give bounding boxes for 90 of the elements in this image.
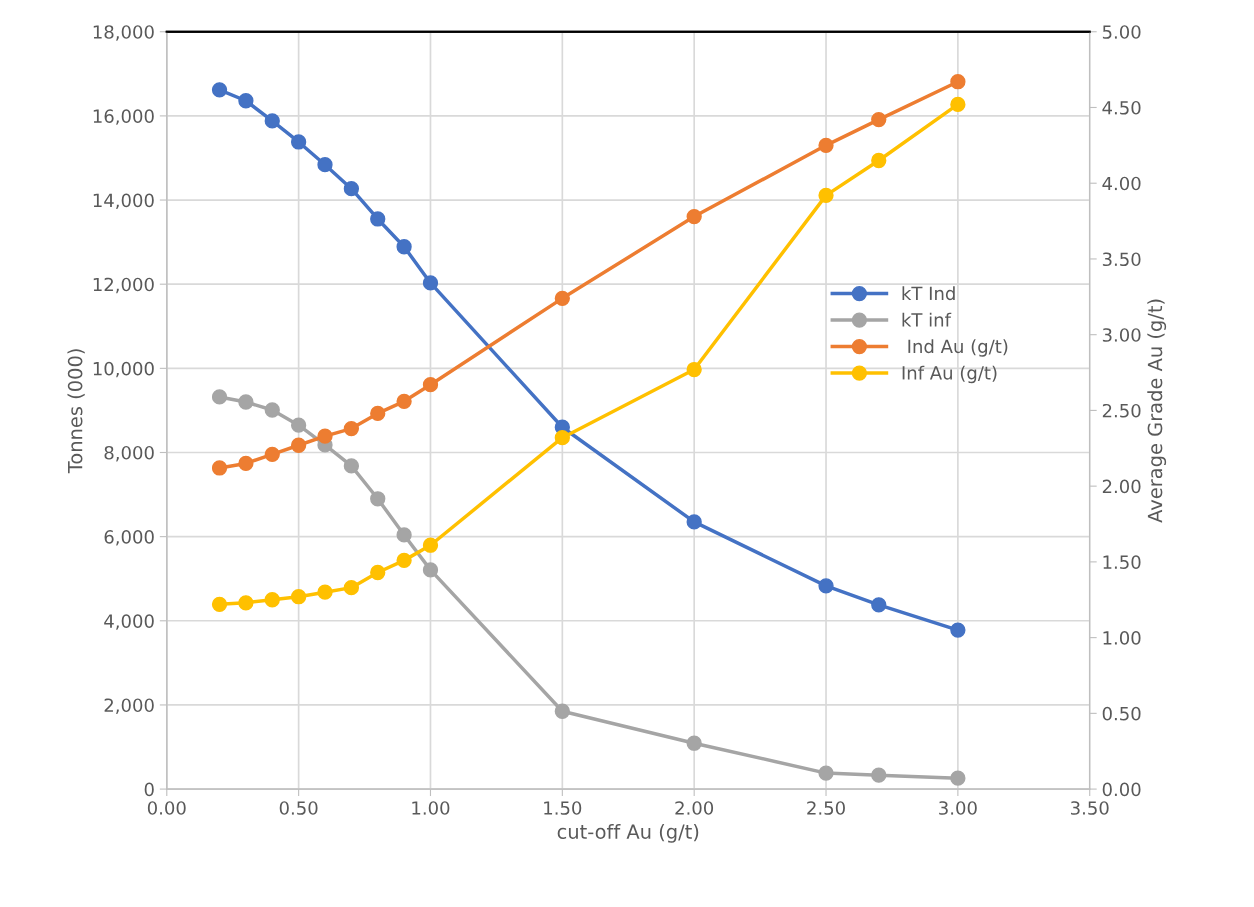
legend-label: Ind Au (g/t)	[908, 339, 1008, 357]
y2-tick-label: 4.50	[1102, 100, 1141, 115]
y2-tick-label: 2.00	[1102, 479, 1141, 494]
point	[818, 137, 834, 153]
point	[370, 211, 386, 227]
y2-tick-label: 1.00	[1103, 631, 1141, 645]
x-tick-label: 1.00	[412, 801, 450, 815]
legend-label: kT Ind	[902, 286, 955, 301]
point	[317, 157, 333, 173]
y-axis-title: Tonnes (000)	[67, 349, 85, 474]
y-tick-label: 2,000	[104, 698, 154, 714]
point	[871, 152, 887, 169]
y2-tick-label: 0.50	[1102, 706, 1141, 721]
y-tick-label: 6,000	[104, 530, 154, 546]
point	[422, 275, 439, 291]
point	[290, 589, 307, 605]
point	[211, 82, 228, 98]
y-tick-label: 4,000	[104, 614, 154, 630]
x-tick-label: 0.00	[147, 801, 186, 815]
x-axis-title: cut-off Au (g/t)	[557, 823, 699, 843]
y2-tick-label: 4.00	[1102, 176, 1141, 191]
point	[396, 527, 412, 543]
y-tick-label: 8,000	[104, 445, 154, 462]
point	[343, 181, 360, 197]
point	[871, 111, 887, 128]
point	[396, 239, 412, 255]
y-tick-label: 12,000	[93, 277, 154, 294]
point	[264, 402, 280, 418]
y2-tick-label: 0.00	[1102, 782, 1141, 797]
point	[238, 93, 254, 109]
point	[317, 584, 333, 600]
point	[422, 377, 439, 393]
point	[238, 595, 254, 611]
y2-axis-title: Average Grade Au (g/t)	[1147, 299, 1167, 523]
x-tick-label: 3.50	[1071, 801, 1109, 815]
y2-tick-label: 1.50	[1103, 555, 1141, 569]
point	[211, 389, 228, 405]
y-tick-label: 16,000	[93, 109, 154, 125]
point	[871, 597, 887, 613]
point	[686, 735, 702, 751]
x-tick-label: 3.00	[939, 801, 977, 815]
x-tick-label: 2.50	[807, 801, 845, 815]
point	[871, 767, 887, 783]
point	[290, 417, 307, 433]
point	[211, 596, 228, 612]
y-tick-label: 14,000	[93, 193, 154, 209]
point	[317, 428, 333, 444]
point	[370, 405, 386, 422]
point	[396, 552, 412, 569]
point	[950, 74, 966, 90]
y-tick-label: 18,000	[93, 25, 154, 41]
y-tick-label: 10,000	[93, 361, 154, 378]
point	[290, 134, 307, 150]
point	[686, 208, 702, 225]
point	[343, 420, 360, 437]
x-tick-label: 2.00	[675, 801, 714, 815]
point	[554, 290, 570, 306]
y2-tick-label: 5.00	[1102, 25, 1141, 39]
point	[396, 393, 412, 409]
y-tick-label: 0	[144, 782, 154, 797]
point	[950, 622, 966, 638]
x-tick-label: 1.50	[544, 801, 582, 815]
point	[370, 564, 386, 581]
point	[422, 537, 439, 553]
point	[818, 765, 834, 781]
point	[370, 491, 386, 507]
point	[238, 394, 254, 410]
point	[290, 437, 307, 453]
y2-tick-label: 3.00	[1102, 328, 1141, 342]
point	[264, 113, 280, 129]
point	[554, 430, 570, 446]
point	[818, 578, 834, 594]
point	[238, 455, 254, 472]
point	[818, 187, 834, 203]
point	[264, 446, 280, 462]
point	[950, 770, 966, 786]
point	[343, 458, 360, 474]
y2-tick-label: 2.50	[1102, 403, 1141, 418]
point	[343, 579, 360, 596]
x-tick-label: 0.50	[279, 801, 318, 815]
legend-label: Inf Au (g/t)	[902, 365, 997, 384]
legend-label: kT inf	[902, 312, 952, 327]
y2-tick-label: 3.50	[1102, 252, 1141, 267]
point	[264, 592, 280, 608]
point	[422, 562, 439, 578]
point	[554, 703, 570, 719]
point	[686, 514, 702, 530]
point	[686, 361, 702, 378]
point	[950, 96, 966, 113]
point	[211, 460, 228, 476]
